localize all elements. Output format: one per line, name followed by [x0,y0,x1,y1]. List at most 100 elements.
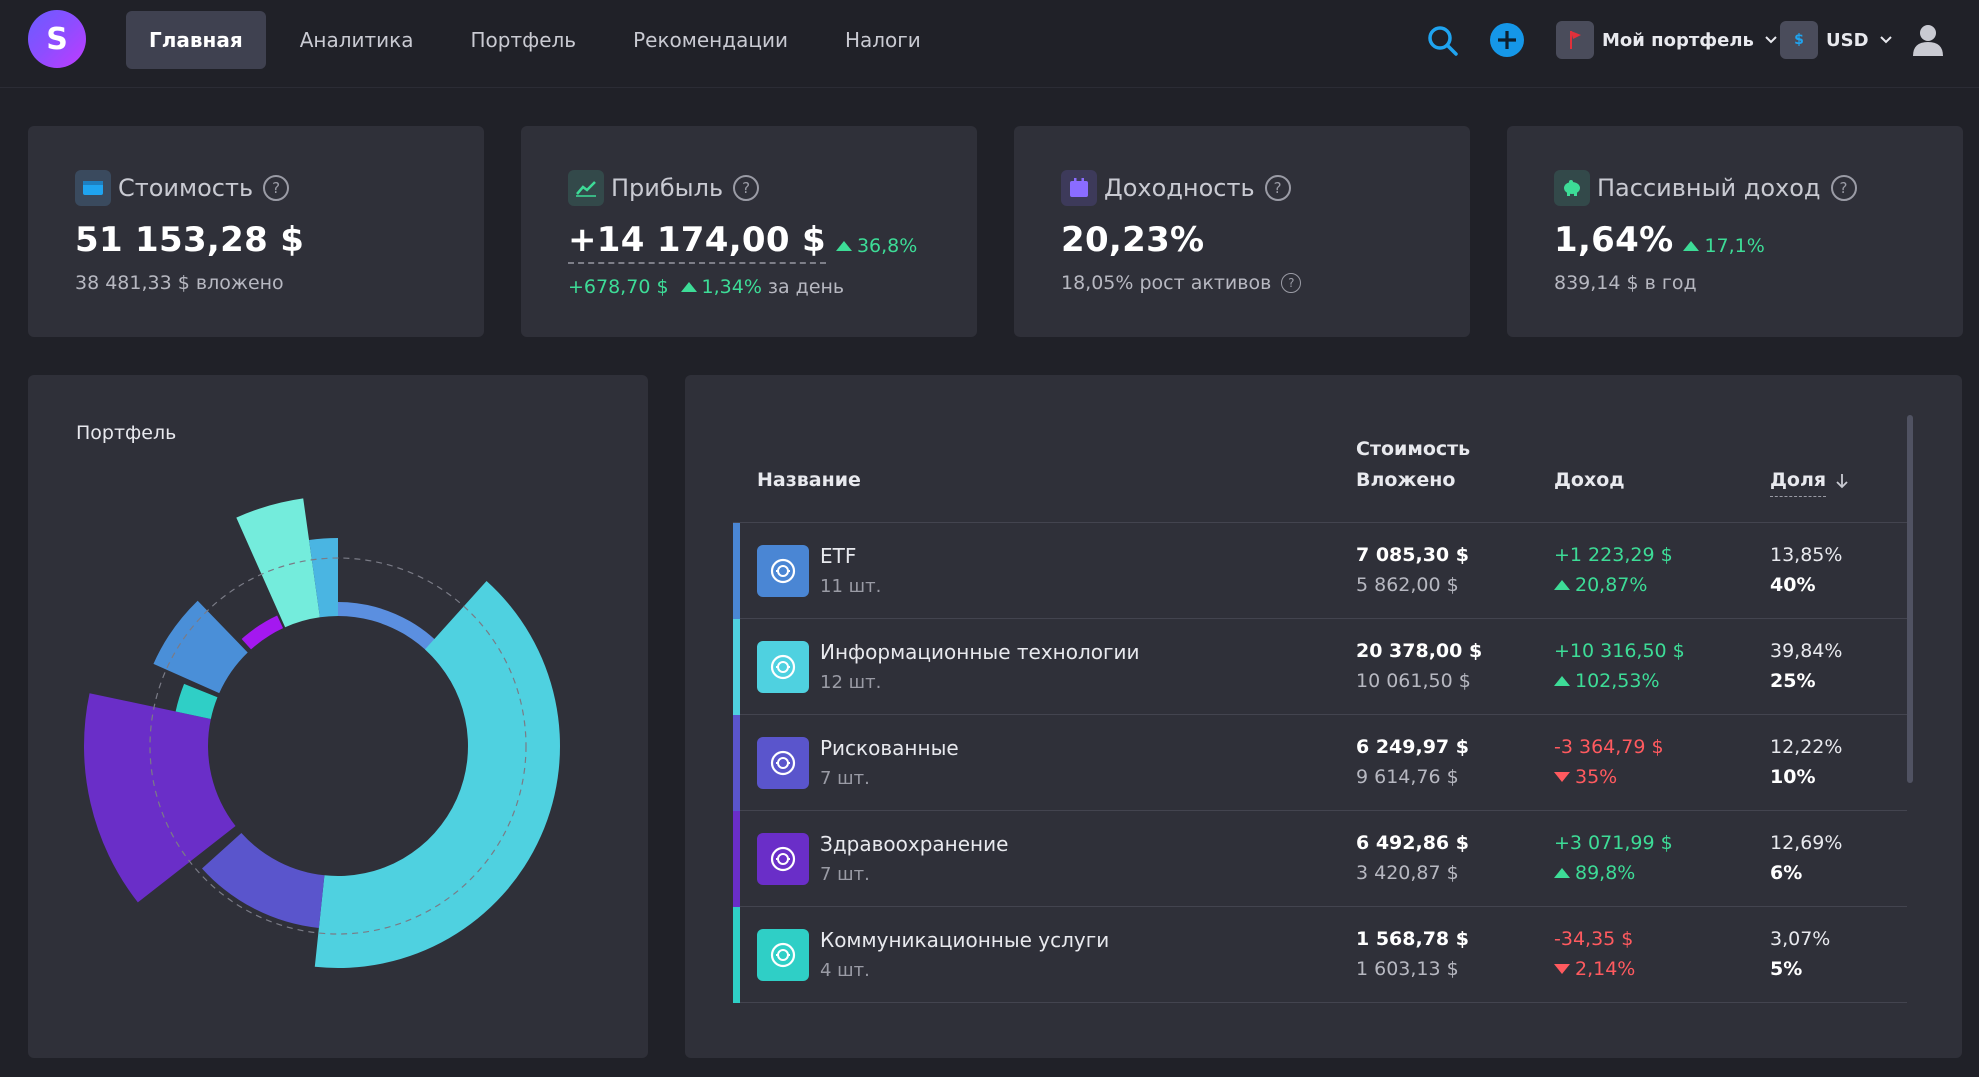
portfolio-table-card: Название Стоимость Вложено Доход Доля ET… [685,375,1962,1058]
col-header-share[interactable]: Доля [1770,465,1850,497]
stat-label: Прибыль [611,174,724,202]
calendar-icon [1061,170,1097,206]
portfolio-select-label: Мой портфель [1602,29,1754,51]
sector-icon [757,929,809,981]
row-income-cell: -34,35 $ 2,14% [1554,928,1636,980]
stat-value: 51 153,28 $ [75,220,305,260]
table-row[interactable]: ETF 11 шт. 7 085,30 $ 5 862,00 $ +1 223,… [733,523,1907,619]
top-nav-bar: S Главная Аналитика Портфель Рекомендаци… [0,0,1979,88]
piggy-bank-icon [1554,170,1590,206]
user-avatar-icon[interactable] [1910,22,1946,58]
portfolio-select[interactable]: Мой портфель [1556,20,1778,60]
stat-sub: +678,70 $ 1,34% за день [568,276,845,298]
sunburst-segment-it[interactable] [314,581,560,969]
help-icon[interactable]: ? [1264,175,1291,201]
stat-card-yield: Доходность ? 20,23% 18,05% рост активов? [1014,126,1470,337]
sector-icon [757,641,809,693]
sunburst-segment-small-mint[interactable] [236,498,320,628]
arrow-down-icon [1554,772,1570,782]
row-count: 7 шт. [820,864,870,885]
stat-delta: 17,1% [1683,235,1765,257]
row-name[interactable]: Рискованные [820,736,959,760]
stat-value[interactable]: +14 174,00 $ [568,220,826,264]
app-logo[interactable]: S [28,10,86,68]
stat-delta: 36,8% [835,235,917,257]
col-header-name[interactable]: Название [757,469,861,491]
stat-value: 20,23% [1061,220,1205,260]
chevron-down-icon [1879,36,1892,44]
portfolio-chart-card: Портфель [28,375,648,1058]
row-share-cell: 12,22% 10% [1770,736,1843,788]
table-row[interactable]: Рискованные 7 шт. 6 249,97 $ 9 614,76 $ … [733,715,1907,811]
stat-sub: 839,14 $ в год [1554,272,1697,294]
table-row[interactable]: Коммуникационные услуги 4 шт. 1 568,78 $… [733,907,1907,1003]
sunburst-segment-small-sky[interactable] [309,538,338,618]
nav-item-home[interactable]: Главная [126,11,266,69]
nav-item-portfolio[interactable]: Портфель [470,28,577,52]
stat-card-value: Стоимость ? 51 153,28 $ 38 481,33 $ влож… [28,126,484,337]
row-income-cell: -3 364,79 $ 35% [1554,736,1664,788]
chart-up-icon [568,170,604,206]
currency-select-label: USD [1826,29,1869,51]
col-header-income[interactable]: Доход [1554,469,1625,491]
row-income-cell: +3 071,99 $ 89,8% [1554,832,1673,884]
stat-card-profit: Прибыль ? +14 174,00 $ 36,8% +678,70 $ 1… [521,126,977,337]
currency-select[interactable]: $ USD [1780,20,1893,60]
row-share-cell: 13,85% 40% [1770,544,1843,596]
row-share-cell: 3,07% 5% [1770,928,1831,980]
help-icon[interactable]: ? [1281,273,1302,293]
row-name[interactable]: Коммуникационные услуги [820,928,1110,952]
sunburst-segment-small-magenta[interactable] [241,615,284,650]
table-header-divider [733,522,1907,523]
arrow-up-icon [1554,868,1570,878]
help-icon[interactable]: ? [1830,175,1857,201]
add-icon[interactable] [1490,23,1524,57]
arrow-up-icon [1683,241,1700,251]
row-value-cell: 7 085,30 $ 5 862,00 $ [1356,544,1469,596]
sector-icon [757,737,809,789]
target-ring [149,557,527,935]
nav-item-recommendations[interactable]: Рекомендации [633,28,788,52]
portfolio-flag-icon [1556,21,1594,59]
stat-label: Пассивный доход [1597,174,1821,202]
stat-label: Стоимость [118,174,254,202]
search-icon[interactable] [1426,24,1460,58]
row-share-cell: 12,69% 6% [1770,832,1843,884]
row-share-cell: 39,84% 25% [1770,640,1843,692]
row-color-bar [733,811,740,907]
sunburst-segment-comm[interactable] [175,683,218,719]
row-value-cell: 20 378,00 $ 10 061,50 $ [1356,640,1483,692]
chart-title: Портфель [76,422,177,444]
table-row[interactable]: Информационные технологии 12 шт. 20 378,… [733,619,1907,715]
stat-sub: 38 481,33 $ вложено [75,272,284,294]
main-nav: Главная Аналитика Портфель Рекомендации … [126,11,955,69]
row-name[interactable]: Информационные технологии [820,640,1140,664]
sort-down-icon[interactable] [1834,472,1850,490]
arrow-up-icon [1554,676,1570,686]
scrollbar[interactable] [1907,415,1913,783]
row-count: 11 шт. [820,576,882,597]
portfolio-sunburst-chart[interactable] [28,375,648,1058]
help-icon[interactable]: ? [733,175,760,201]
chevron-down-icon [1765,36,1777,44]
stat-card-passive: Пассивный доход ? 1,64% 17,1% 839,14 $ в… [1507,126,1963,337]
sunburst-segment-health[interactable] [84,693,236,903]
col-header-value[interactable]: Стоимость Вложено [1356,438,1471,491]
row-count: 7 шт. [820,768,870,789]
table-row[interactable]: Здравоохранение 7 шт. 6 492,86 $ 3 420,8… [733,811,1907,907]
nav-item-analytics[interactable]: Аналитика [299,28,414,52]
row-value-cell: 6 492,86 $ 3 420,87 $ [1356,832,1469,884]
sunburst-segment-risky[interactable] [202,832,325,928]
nav-item-taxes[interactable]: Налоги [844,28,921,52]
row-name[interactable]: ETF [820,544,857,568]
help-icon[interactable]: ? [263,175,290,201]
arrow-up-icon [835,241,852,251]
stat-label: Доходность [1104,174,1255,202]
dollar-icon: $ [1780,21,1818,59]
stat-sub: 18,05% рост активов? [1061,272,1470,294]
stat-value: 1,64% [1554,220,1674,260]
sector-icon [757,833,809,885]
row-name[interactable]: Здравоохранение [820,832,1009,856]
row-value-cell: 1 568,78 $ 1 603,13 $ [1356,928,1469,980]
sunburst-segment-small-blue[interactable] [153,600,248,694]
